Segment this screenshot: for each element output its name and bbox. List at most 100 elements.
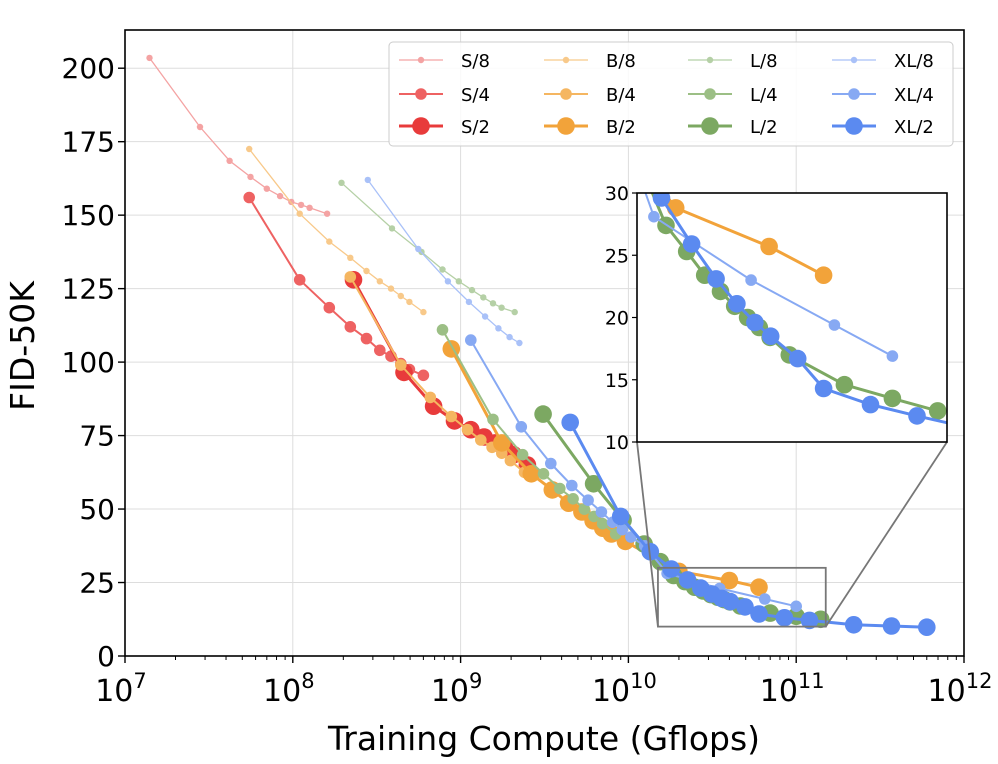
data-point bbox=[306, 204, 313, 211]
legend-label: L/8 bbox=[750, 51, 778, 72]
legend-item: L/2 bbox=[688, 117, 778, 138]
legend-label: L/4 bbox=[750, 85, 778, 106]
series-s-8 bbox=[146, 54, 331, 217]
inset-data-point bbox=[835, 375, 854, 394]
data-point bbox=[844, 616, 863, 634]
inset-data-point bbox=[908, 407, 926, 425]
data-point bbox=[489, 300, 497, 307]
legend-label: XL/2 bbox=[894, 117, 934, 138]
inset-data-point bbox=[828, 319, 841, 331]
data-point bbox=[595, 506, 608, 518]
legend-label: B/2 bbox=[606, 117, 636, 138]
series-b-8 bbox=[246, 145, 427, 316]
inset-plot: 10 15 20 25 30 bbox=[605, 183, 948, 454]
data-point bbox=[445, 410, 458, 423]
data-point bbox=[465, 334, 477, 346]
legend-label: B/4 bbox=[606, 85, 636, 106]
inset-data-point bbox=[682, 235, 701, 253]
data-point bbox=[415, 245, 422, 253]
legend-box bbox=[388, 41, 954, 147]
inset-data-point bbox=[928, 402, 947, 420]
legend-item: B/2 bbox=[544, 117, 636, 138]
inset-y-tick-label: 10 bbox=[605, 432, 629, 454]
inset-data-point bbox=[728, 295, 746, 313]
data-point bbox=[406, 298, 413, 306]
legend-label: XL/4 bbox=[894, 85, 934, 106]
data-point bbox=[759, 593, 771, 605]
data-point bbox=[506, 333, 513, 341]
data-point bbox=[146, 54, 153, 62]
inset-data-point bbox=[760, 237, 778, 256]
y-tick-label: 150 bbox=[62, 199, 115, 232]
data-point bbox=[276, 192, 284, 200]
data-point bbox=[360, 332, 373, 345]
legend-label: S/4 bbox=[461, 85, 490, 106]
inset-series-layer bbox=[644, 193, 947, 425]
data-point bbox=[504, 454, 517, 467]
inset-data-point bbox=[788, 349, 807, 368]
legend: S/8 S/4 S/2 B/8 B/4 B/2 L/8 L/4 L/2 XL/8 XL/4 XL/2 bbox=[388, 41, 954, 147]
series-xl-2 bbox=[561, 413, 936, 636]
legend-item: XL/4 bbox=[832, 85, 934, 106]
x-tick-label: 109 bbox=[431, 669, 483, 709]
data-point bbox=[487, 413, 499, 426]
data-point bbox=[567, 493, 579, 505]
data-point bbox=[561, 413, 579, 432]
inset-series-xl-2 bbox=[652, 193, 947, 425]
data-point bbox=[611, 507, 630, 526]
data-point bbox=[243, 191, 255, 204]
data-point bbox=[721, 592, 740, 611]
zoom-connector bbox=[824, 441, 948, 628]
inset-data-point bbox=[814, 266, 833, 285]
data-point bbox=[297, 201, 305, 209]
y-axis-label: FID-50K bbox=[3, 280, 42, 411]
inset-y-tick-label: 25 bbox=[605, 245, 629, 267]
x-tick-label: 108 bbox=[263, 669, 315, 709]
data-point bbox=[584, 475, 603, 493]
legend-swatch-marker bbox=[848, 88, 860, 100]
data-point bbox=[388, 225, 396, 232]
data-point bbox=[461, 423, 474, 436]
data-point bbox=[424, 391, 437, 404]
data-point bbox=[296, 210, 303, 217]
x-tick-label: 1011 bbox=[760, 669, 825, 709]
y-tick-label: 100 bbox=[62, 346, 115, 379]
x-tick-label: 1012 bbox=[928, 669, 993, 709]
data-point bbox=[417, 369, 430, 382]
data-point bbox=[566, 479, 578, 492]
x-tick-label: 1010 bbox=[592, 669, 657, 709]
data-point bbox=[420, 308, 427, 316]
y-tick-label: 125 bbox=[62, 273, 115, 306]
inset-y-tick-label: 30 bbox=[605, 183, 629, 205]
legend-swatch-marker bbox=[706, 56, 714, 64]
data-point bbox=[616, 523, 629, 536]
data-point bbox=[481, 313, 489, 320]
legend-item: B/4 bbox=[544, 85, 636, 106]
zoom-connector bbox=[636, 441, 659, 627]
inset-data-point bbox=[761, 327, 780, 346]
data-point bbox=[196, 123, 204, 131]
y-tick-label: 175 bbox=[62, 126, 115, 159]
data-point bbox=[545, 457, 557, 470]
data-point bbox=[293, 274, 306, 286]
legend-swatch-marker bbox=[701, 117, 719, 135]
data-point bbox=[344, 271, 357, 283]
data-point bbox=[498, 304, 505, 311]
data-point bbox=[363, 267, 370, 275]
data-point bbox=[323, 301, 336, 314]
legend-swatch-marker bbox=[417, 56, 425, 64]
y-tick-label: 75 bbox=[79, 420, 115, 453]
data-point bbox=[736, 598, 754, 616]
inset-series-line bbox=[657, 193, 947, 425]
data-point bbox=[662, 560, 680, 578]
legend-swatch-marker bbox=[704, 88, 716, 100]
y-tick-label: 200 bbox=[62, 52, 115, 85]
data-point bbox=[344, 321, 357, 333]
inset-series-line bbox=[644, 193, 893, 357]
data-point bbox=[347, 254, 354, 261]
legend-swatch-marker bbox=[412, 117, 430, 135]
data-point bbox=[376, 278, 383, 285]
inset-data-point bbox=[883, 389, 902, 408]
inset-y-tick-label: 20 bbox=[605, 308, 629, 330]
data-point bbox=[511, 308, 518, 316]
